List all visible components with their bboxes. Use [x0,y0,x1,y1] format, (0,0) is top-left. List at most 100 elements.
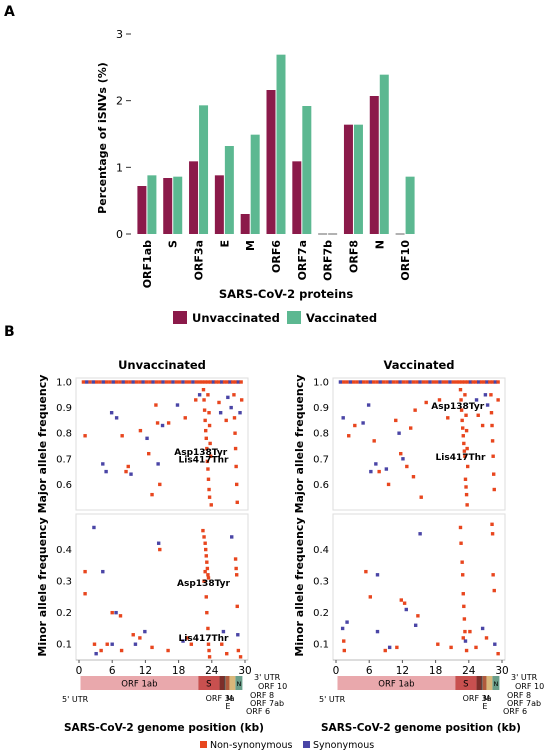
major-point [437,398,442,402]
major-point [154,403,158,407]
major-y-axis-label: Major allele frequency [36,375,49,514]
genome-e [224,676,226,690]
genome-label-n: N [236,680,241,688]
major-point [208,441,212,446]
minor-point [150,645,154,650]
legend-swatch [303,741,310,748]
major-point [238,411,242,415]
x-tick-label: ORF1ab [141,240,154,288]
minor-point [449,645,453,650]
minor-point [484,636,489,640]
major-y-tick-label: 0.8 [313,429,329,440]
major-point [488,380,492,384]
major-point [461,434,465,438]
bar-vaccinated-m [250,134,260,234]
x-axis-label: SARS-CoV-2 proteins [219,287,354,301]
minor-point [118,614,123,618]
major-point [459,408,464,412]
major-point [395,380,399,384]
x-tick-label: 24 [205,665,219,677]
major-point [438,380,442,384]
major-point [464,428,469,433]
panel-a-label: A [4,4,15,20]
major-point [485,380,489,384]
genome-label-right: 3' UTR [254,673,281,682]
genome-label-5utr: 5' UTR [319,695,346,704]
major-point [461,426,465,430]
major-point [197,393,202,397]
x-tick-label: 18 [172,665,185,677]
minor-point [205,560,209,564]
major-point [355,380,359,384]
minor-point [496,651,500,656]
major-point [232,393,236,397]
major-point [218,411,223,415]
major-y-tick-label: 0.9 [313,403,329,414]
legend-swatch [173,311,187,324]
minor-point [230,535,234,539]
genome-label-orf3a: ORF 3a [463,694,492,703]
legend-swatch [200,741,207,748]
genome-label-s: S [206,680,211,690]
major-point [161,380,165,384]
mutation-annotation: Lis417Thr [179,634,230,644]
major-point [211,380,216,384]
bar-vaccinated-e [224,146,234,234]
genome-m [225,676,230,690]
major-point [463,380,467,384]
bar-chart: 0 1 2 3 Percentage of iSNVs (%) ORF1ab S ORF3a E… [96,28,415,325]
major-point [194,380,199,384]
major-point [465,464,470,469]
major-point [496,380,500,384]
major-point [235,482,239,487]
mutation-annotation: Lis417Thr [179,456,230,466]
major-point [191,380,195,384]
minor-point [131,633,135,637]
genome-label-m: M [483,694,490,703]
minor-y-tick-label: 0.3 [313,577,329,588]
minor-point [92,642,97,646]
minor-point [491,573,495,577]
major-point [411,380,416,384]
major-point [233,380,238,384]
major-point [411,475,416,479]
major-point [413,408,417,412]
genome-label-n: N [493,680,498,688]
major-point [209,503,213,507]
legend-label: Vaccinated [306,311,377,325]
major-point [207,423,212,428]
major-point [388,380,392,384]
major-point [85,380,89,384]
major-y-tick-label: 0.9 [56,403,72,414]
minor-point [110,610,114,615]
minor-point [493,642,497,646]
major-point [353,423,357,428]
x-tick-label: 0 [76,665,83,677]
minor-point [114,610,118,615]
major-point [206,467,210,471]
major-point [485,403,490,407]
major-point [490,439,495,443]
bar-vaccinated-orf3a [199,105,209,234]
genome-label-orf1ab: ORF 1ab [121,680,157,690]
minor-point [189,642,194,646]
major-point [205,459,210,464]
major-point [492,487,496,492]
minor-point [236,648,241,653]
major-point [479,380,484,384]
major-point [480,423,485,428]
genome-e [481,676,483,690]
major-point [463,477,468,481]
genome-orf6-8 [229,676,236,690]
minor-point [181,639,185,643]
major-point [131,380,135,384]
major-point [471,380,475,384]
major-point [366,403,371,407]
major-point [342,380,346,384]
minor-point [342,639,346,643]
major-point [408,380,412,384]
major-point [369,469,373,474]
major-point [150,492,154,497]
major-point [454,380,459,384]
x-tick-label: 30 [495,665,508,677]
